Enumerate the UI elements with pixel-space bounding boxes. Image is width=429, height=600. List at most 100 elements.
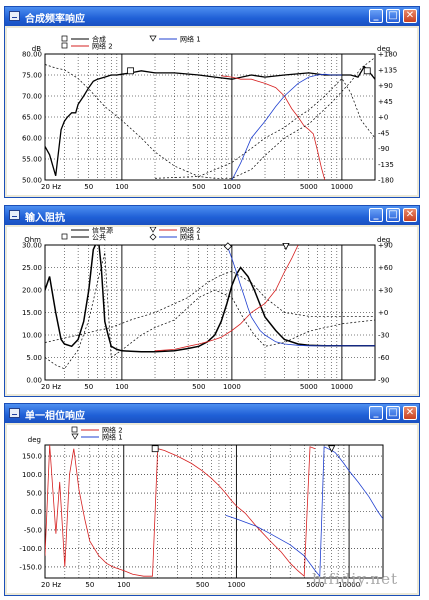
marker-square (127, 67, 134, 75)
series-line (231, 73, 342, 180)
legend-label: 网络 1 (180, 35, 201, 44)
window-icon (9, 11, 20, 21)
y2-tick-label: -90 (378, 377, 389, 385)
watermark: hifidiy.net (312, 570, 399, 588)
maximize-button[interactable]: □ (386, 208, 400, 222)
y2-tick-label: +180 (378, 51, 397, 59)
title-bar[interactable]: 输入阻抗 _ □ ✕ (5, 206, 419, 225)
y2-tick-label: -60 (378, 354, 389, 362)
marker-diamond (223, 242, 232, 251)
y-tick-label: 65.00 (22, 114, 42, 122)
y2-axis-label: deg (377, 236, 390, 244)
legend-label: 公共 (92, 233, 106, 242)
y2-axis-label: deg (377, 45, 390, 53)
y-tick-label: 150.0 (22, 453, 42, 461)
legend-marker-triangle (149, 227, 157, 233)
plot-area: 0.00 5.00 10.00 15.00 20.00 25.00 30.00 Ohm -90 -… (7, 227, 417, 394)
y-tick-label: 75.00 (22, 72, 42, 80)
y-axis-label: deg (28, 436, 41, 444)
minimize-button[interactable]: _ (369, 208, 383, 222)
x-tick-label: 100 (115, 183, 128, 191)
x-tick-label: 10000 (338, 581, 360, 589)
x-tick-label: 1000 (223, 383, 241, 391)
title-bar[interactable]: 单一相位响应 _ □ ✕ (5, 404, 419, 423)
window-title: 输入阻抗 (25, 213, 65, 224)
maximize-button[interactable]: □ (386, 9, 400, 23)
y-tick-label: -50.0 (24, 526, 42, 534)
x-tick-label: 5000 (306, 581, 324, 589)
x-tick-label: 20 Hz (41, 183, 61, 191)
close-button[interactable]: ✕ (403, 208, 417, 222)
legend-label: 信号源 (92, 227, 113, 235)
y2-tick-label: +135 (378, 66, 397, 74)
x-tick-label: 100 (115, 383, 128, 391)
minimize-icon: _ (373, 209, 379, 220)
y-tick-label: 50.0 (26, 490, 42, 498)
series-line (154, 245, 299, 352)
legend-marker-square (61, 42, 68, 49)
close-icon: ✕ (405, 209, 415, 220)
y-tick-label: 5.00 (26, 354, 42, 362)
y-tick-label: 30.00 (22, 242, 42, 250)
window-icon (9, 210, 20, 220)
legend-marker-triangle (71, 433, 79, 440)
phase-response-chart: -150.0 -100.0 -50.0 0.0 50.0 100.0 150.0 deg 20 … (19, 426, 384, 589)
close-button[interactable]: ✕ (403, 9, 417, 23)
y2-tick-label: -180 (378, 177, 394, 185)
x-tick-label: 50 (84, 183, 93, 191)
x-tick-label: 20 Hz (41, 383, 61, 391)
y2-tick-label: -90 (378, 145, 389, 153)
legend-marker-diamond (149, 233, 157, 241)
series-line (226, 245, 375, 347)
window-title: 合成频率响应 (25, 14, 85, 25)
close-button[interactable]: ✕ (403, 406, 417, 420)
plot-area: -150.0 -100.0 -50.0 0.0 50.0 100.0 150.0 deg 20 … (7, 425, 417, 593)
window-frequency-response: 合成频率响应 _ □ ✕ 50.00 55.00 60.00 65.00 70.00 75… (4, 6, 420, 198)
legend-marker-triangle (149, 35, 157, 42)
window-input-impedance: 输入阻抗 _ □ ✕ 0.00 5.00 10.00 15.00 20.00 25.00 3… (4, 205, 420, 397)
maximize-icon: □ (388, 209, 398, 220)
window-title: 单一相位响应 (25, 411, 85, 422)
title-bar[interactable]: 合成频率响应 _ □ ✕ (5, 7, 419, 26)
legend-label: 网络 1 (102, 433, 123, 442)
y-tick-label: 0.0 (31, 508, 42, 516)
close-icon: ✕ (405, 407, 415, 418)
series-line (45, 245, 375, 353)
maximize-icon: □ (388, 10, 398, 21)
legend-label: 网络 2 (92, 42, 113, 51)
legend-label: 网络 1 (180, 233, 201, 242)
y-tick-label: 50.00 (22, 177, 42, 185)
legend-label: 网络 2 (102, 426, 123, 435)
minimize-button[interactable]: _ (369, 406, 383, 420)
series-group (45, 245, 375, 370)
x-tick-label: 500 (192, 383, 205, 391)
legend-marker-square (71, 426, 78, 433)
legend-marker-square (61, 233, 68, 240)
y2-tick-label: +0 (378, 309, 388, 317)
maximize-button[interactable]: □ (386, 406, 400, 420)
y2-tick-label: +90 (378, 242, 393, 250)
marker-square (363, 67, 371, 75)
y-tick-label: 10.00 (22, 332, 42, 340)
y2-tick-label: +30 (378, 287, 393, 295)
window-phase-response: 单一相位响应 _ □ ✕ -150.0 -100.0 -50.0 0.0 50.0 100… (4, 403, 420, 596)
y2-tick-label: +90 (378, 82, 393, 90)
y-tick-label: -100.0 (19, 545, 42, 553)
x-tick-label: 10000 (331, 383, 353, 391)
minimize-button[interactable]: _ (369, 9, 383, 23)
window-icon (9, 408, 20, 418)
series-line (45, 270, 375, 343)
y-tick-label: 80.00 (22, 51, 42, 59)
y-tick-label: 70.00 (22, 93, 42, 101)
y-tick-label: 100.0 (22, 471, 42, 479)
marker-triangle (282, 242, 290, 251)
y-tick-label: 25.00 (22, 264, 42, 272)
x-tick-label: 5000 (300, 183, 318, 191)
legend-label: 合成 (92, 35, 106, 44)
x-tick-label: 50 (84, 383, 93, 391)
x-tick-label: 500 (196, 581, 209, 589)
minimize-icon: _ (373, 407, 379, 418)
y-tick-label: 20.00 (22, 287, 42, 295)
